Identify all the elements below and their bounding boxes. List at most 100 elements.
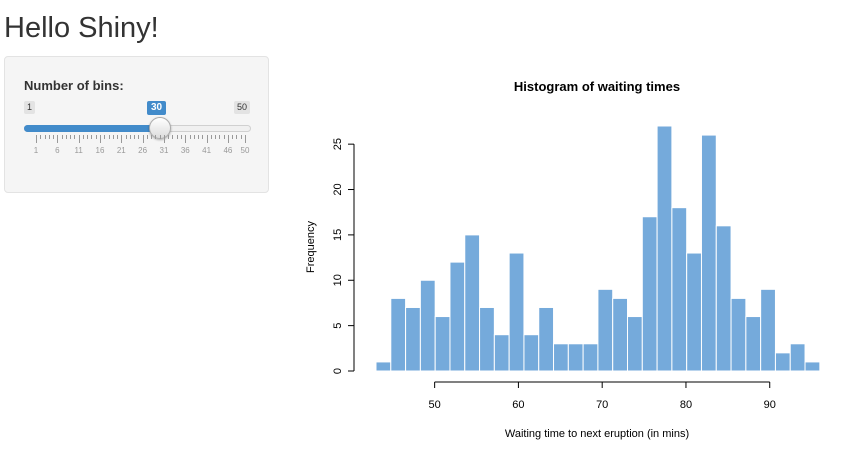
slider-tick [245,135,246,143]
slider-tick [223,135,225,139]
slider-tick [36,135,37,143]
slider-tick [117,135,119,139]
x-tick-label: 50 [429,399,441,411]
slider-tick [155,135,157,139]
histogram-chart: Histogram of waiting times 0 5 10 15 20 25 50… [305,79,821,440]
slider-tick [215,135,217,139]
histogram-bar [538,306,555,372]
slider-tick [125,135,127,139]
histogram-bar [375,361,392,372]
slider-tick [210,135,212,139]
sidebar-panel: Number of bins: 1 30 50 1 6 11 16 21 26 31 36 41… [4,56,269,193]
slider-tick [236,135,238,139]
histogram-bar [641,216,658,372]
slider-tick [142,135,144,143]
slider-tick [65,135,67,139]
slider-tick [104,135,106,139]
histogram-bar [656,125,673,372]
slider-max-badge: 50 [234,101,251,114]
slider-tick [129,135,131,139]
slider-tick [219,135,221,139]
slider-tick-label: 21 [116,146,126,155]
slider-tick [146,135,148,139]
slider-tick-label: 1 [33,146,39,155]
slider-tick [151,135,153,139]
slider-tick-label: 50 [240,146,250,155]
histogram-bar [671,207,688,372]
slider-tick-label: 36 [180,146,190,155]
histogram-bar [493,334,510,372]
histogram-bar [612,297,629,372]
histogram-bar [700,134,717,372]
slider-tick [189,135,191,139]
y-axis-label: Frequency [305,221,317,273]
slider-tick [87,135,89,139]
slider-tick [70,135,72,139]
slider-tick [134,135,136,139]
slider-tick [240,135,242,139]
histogram-bar [464,234,481,372]
y-tick-label: 15 [332,229,344,241]
histogram-bar [390,297,407,372]
slider-tick-label: 41 [202,146,212,155]
histogram-bar [508,252,525,372]
histogram-bar [774,352,791,372]
bins-slider-label: Number of bins: [24,78,124,93]
slider-tick [108,135,110,139]
slider-value-badge: 30 [147,101,167,115]
histogram-bar [582,343,599,372]
slider-tick [91,135,93,139]
slider-tick [181,135,183,139]
histogram-bar [449,261,466,372]
slider-tick [82,135,84,139]
histogram-bar [804,361,821,372]
x-axis-label: Waiting time to next eruption (in mins) [505,428,689,440]
histogram-bar [405,306,421,372]
slider-tick-label: 31 [159,146,169,155]
slider-tick [159,135,161,139]
slider-tick-label: 11 [74,146,83,155]
histogram-bar [479,306,495,372]
slider-tick [61,135,63,139]
chart-title: Histogram of waiting times [514,79,680,94]
bins-slider-fill [24,125,160,132]
slider-tick [206,135,208,143]
y-tick-label: 5 [332,323,344,329]
histogram-bar [419,279,436,372]
histogram-bar [627,316,643,372]
slider-tick [168,135,170,139]
slider-tick [48,135,50,139]
slider-tick [40,135,42,139]
slider-tick [232,135,234,139]
slider-tick [44,135,46,139]
slider-tick-label: 46 [223,146,233,155]
slider-tick [176,135,178,139]
histogram-bar [730,297,747,372]
y-tick-label: 0 [332,368,344,374]
histogram-bar [567,343,584,372]
slider-tick [163,135,165,143]
x-tick-label: 90 [764,399,776,411]
x-axis: 50 60 70 80 90 [429,381,776,411]
histogram-bar [523,334,540,372]
slider-tick [112,135,114,139]
slider-ticks: 1 6 11 16 21 26 31 36 41 46 50 [5,57,268,192]
slider-tick-label: 16 [95,146,105,155]
y-tick-label: 25 [332,138,344,150]
histogram-bar [760,288,776,372]
slider-tick [99,135,101,143]
slider-tick [193,135,195,139]
histogram-bar [597,288,614,372]
slider-min-badge: 1 [24,101,36,114]
y-tick-label: 10 [332,274,344,286]
app-title: Hello Shiny! [4,12,159,44]
slider-tick [57,135,59,143]
y-tick-label: 20 [332,183,344,195]
slider-tick [121,135,123,143]
slider-tick [78,135,80,143]
slider-tick [185,135,187,143]
slider-tick-label: 26 [138,146,148,155]
slider-tick [74,135,76,139]
slider-tick [227,135,229,143]
x-tick-label: 80 [680,399,692,411]
